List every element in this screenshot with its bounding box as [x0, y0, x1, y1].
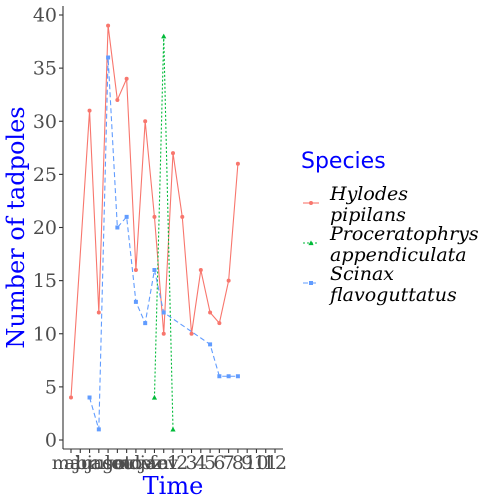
- data-point: [161, 331, 166, 336]
- series-1: [151, 33, 176, 432]
- legend-label: pipilans: [330, 204, 406, 226]
- legend-title: Species: [301, 149, 386, 174]
- data-point: [198, 268, 203, 272]
- data-point: [161, 310, 166, 315]
- data-point: [115, 98, 120, 102]
- data-point: [133, 299, 138, 304]
- data-point: [235, 374, 240, 379]
- x-tick-label: jun: [72, 452, 104, 474]
- x-tick-label: abr: [64, 452, 97, 474]
- x-axis-title: Time: [143, 472, 204, 500]
- x-tick-label: out: [111, 452, 143, 474]
- data-point: [124, 76, 129, 81]
- y-tick-label: 40: [33, 5, 57, 27]
- x-tick-label: nov: [119, 452, 154, 474]
- legend-key-marker: [309, 281, 313, 285]
- data-point: [217, 374, 222, 379]
- data-point: [226, 374, 231, 379]
- data-point: [235, 161, 240, 166]
- data-point: [133, 268, 138, 272]
- x-tick-label: ago: [91, 452, 126, 474]
- legend-label: Proceratophrys: [329, 223, 479, 245]
- data-point: [151, 394, 158, 400]
- legend-key-marker: [308, 240, 314, 246]
- data-point: [189, 331, 194, 336]
- data-point: [226, 278, 231, 283]
- y-tick-label: 20: [33, 217, 57, 239]
- data-point: [124, 214, 129, 219]
- x-tick-label: 1: [167, 452, 179, 474]
- y-tick-label: 30: [33, 111, 57, 133]
- x-axis: marabrjunjulagosetoutnovdezjanfev1234567…: [52, 448, 287, 474]
- series-line: [70, 25, 239, 398]
- y-tick-label: 10: [33, 323, 57, 345]
- legend-label: Scinax: [330, 263, 394, 285]
- data-point: [69, 395, 73, 400]
- y-tick-label: 15: [33, 270, 57, 292]
- legend: Species HylodespipilansProceratophrysapp…: [301, 149, 479, 306]
- x-tick-label: dez: [128, 452, 161, 474]
- y-axis-title: Number of tadpoles: [2, 106, 30, 348]
- y-tick-label: 0: [45, 430, 57, 452]
- data-point: [161, 33, 167, 39]
- legend-label: appendiculata: [330, 244, 467, 266]
- data-point: [171, 151, 175, 156]
- x-tick-label: 12: [263, 452, 287, 474]
- x-tick-label: 4: [195, 452, 207, 474]
- data-point: [217, 321, 222, 326]
- data-point: [152, 214, 157, 219]
- x-tick-label: 10: [244, 452, 268, 474]
- x-tick-label: 2: [176, 452, 188, 474]
- x-tick-label: 3: [185, 452, 197, 474]
- data-point: [170, 426, 176, 432]
- plot-area: [69, 23, 240, 432]
- data-point: [152, 268, 157, 272]
- x-tick-label: set: [103, 452, 132, 474]
- x-tick-label: fev: [149, 452, 178, 474]
- legend-label: Hylodes: [329, 183, 408, 205]
- data-point: [87, 395, 92, 400]
- legend-key-marker: [309, 201, 313, 205]
- x-tick-label: 9: [241, 452, 253, 474]
- series-line: [153, 36, 174, 430]
- data-point: [96, 310, 101, 315]
- data-point: [143, 321, 148, 326]
- data-point: [115, 225, 120, 230]
- data-point: [143, 119, 148, 124]
- y-axis: 0 5 10 15 20 25 30 35 40: [33, 5, 64, 452]
- series-0: [69, 23, 240, 400]
- x-tick-label: 5: [204, 452, 216, 474]
- series-2: [87, 55, 240, 432]
- legend-label: flavoguttatus: [328, 284, 457, 306]
- y-tick-label: 5: [45, 376, 57, 398]
- x-tick-label: mar: [52, 452, 91, 474]
- data-point: [106, 55, 111, 60]
- x-tick-label: jul: [85, 452, 111, 474]
- x-tick-label: 8: [232, 452, 244, 474]
- x-tick-label: 7: [223, 452, 235, 474]
- x-tick-label: 11: [254, 452, 278, 474]
- x-tick-label: jan: [138, 452, 169, 474]
- data-point: [208, 310, 213, 315]
- data-point: [106, 23, 111, 28]
- series-line: [89, 57, 238, 430]
- data-point: [180, 214, 185, 219]
- data-point: [87, 108, 92, 113]
- data-point: [208, 342, 213, 347]
- y-tick-label: 35: [33, 58, 57, 80]
- data-point: [96, 427, 101, 432]
- y-tick-label: 25: [33, 164, 57, 186]
- x-tick-label: 6: [213, 452, 225, 474]
